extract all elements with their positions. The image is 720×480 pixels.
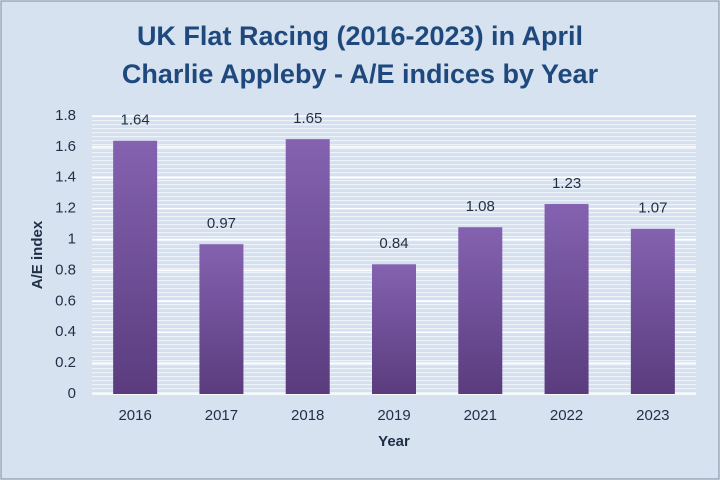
y-tick-label: 1.2 — [55, 200, 76, 217]
y-tick-label: 1.4 — [55, 169, 76, 186]
bar — [285, 139, 330, 394]
y-tick-label: 0.6 — [55, 292, 76, 309]
y-tick-label: 1.6 — [55, 138, 76, 155]
x-tick-label: 2019 — [377, 407, 410, 424]
chart-title: UK Flat Racing (2016-2023) in April — [137, 21, 583, 51]
y-tick-label: 0.4 — [55, 323, 76, 340]
y-tick-label: 0.2 — [55, 354, 76, 371]
y-tick-label: 0.8 — [55, 261, 76, 278]
bar — [458, 227, 503, 394]
value-label: 1.07 — [638, 200, 667, 217]
x-tick-label: 2023 — [636, 407, 669, 424]
x-tick-label: 2022 — [550, 407, 583, 424]
chart-title: Charlie Appleby - A/E indices by Year — [122, 59, 599, 89]
value-label: 1.23 — [552, 175, 581, 192]
value-label: 1.65 — [293, 110, 322, 127]
bar — [372, 264, 416, 394]
bar — [113, 140, 158, 394]
x-tick-label: 2018 — [291, 407, 324, 424]
y-axis-title: A/E index — [29, 220, 46, 289]
x-axis-title: Year — [378, 433, 410, 450]
bar — [199, 244, 244, 394]
x-tick-label: 2017 — [205, 407, 238, 424]
x-tick-label: 2021 — [464, 407, 497, 424]
value-label: 0.97 — [207, 215, 236, 232]
x-tick-label: 2016 — [118, 407, 151, 424]
value-label: 1.08 — [466, 198, 495, 215]
value-label: 0.84 — [379, 235, 408, 252]
bar — [630, 228, 675, 394]
y-tick-label: 0 — [68, 385, 76, 402]
y-tick-label: 1.8 — [55, 107, 76, 124]
bar — [544, 204, 589, 394]
y-tick-label: 1 — [68, 231, 76, 248]
value-label: 1.64 — [121, 112, 150, 129]
